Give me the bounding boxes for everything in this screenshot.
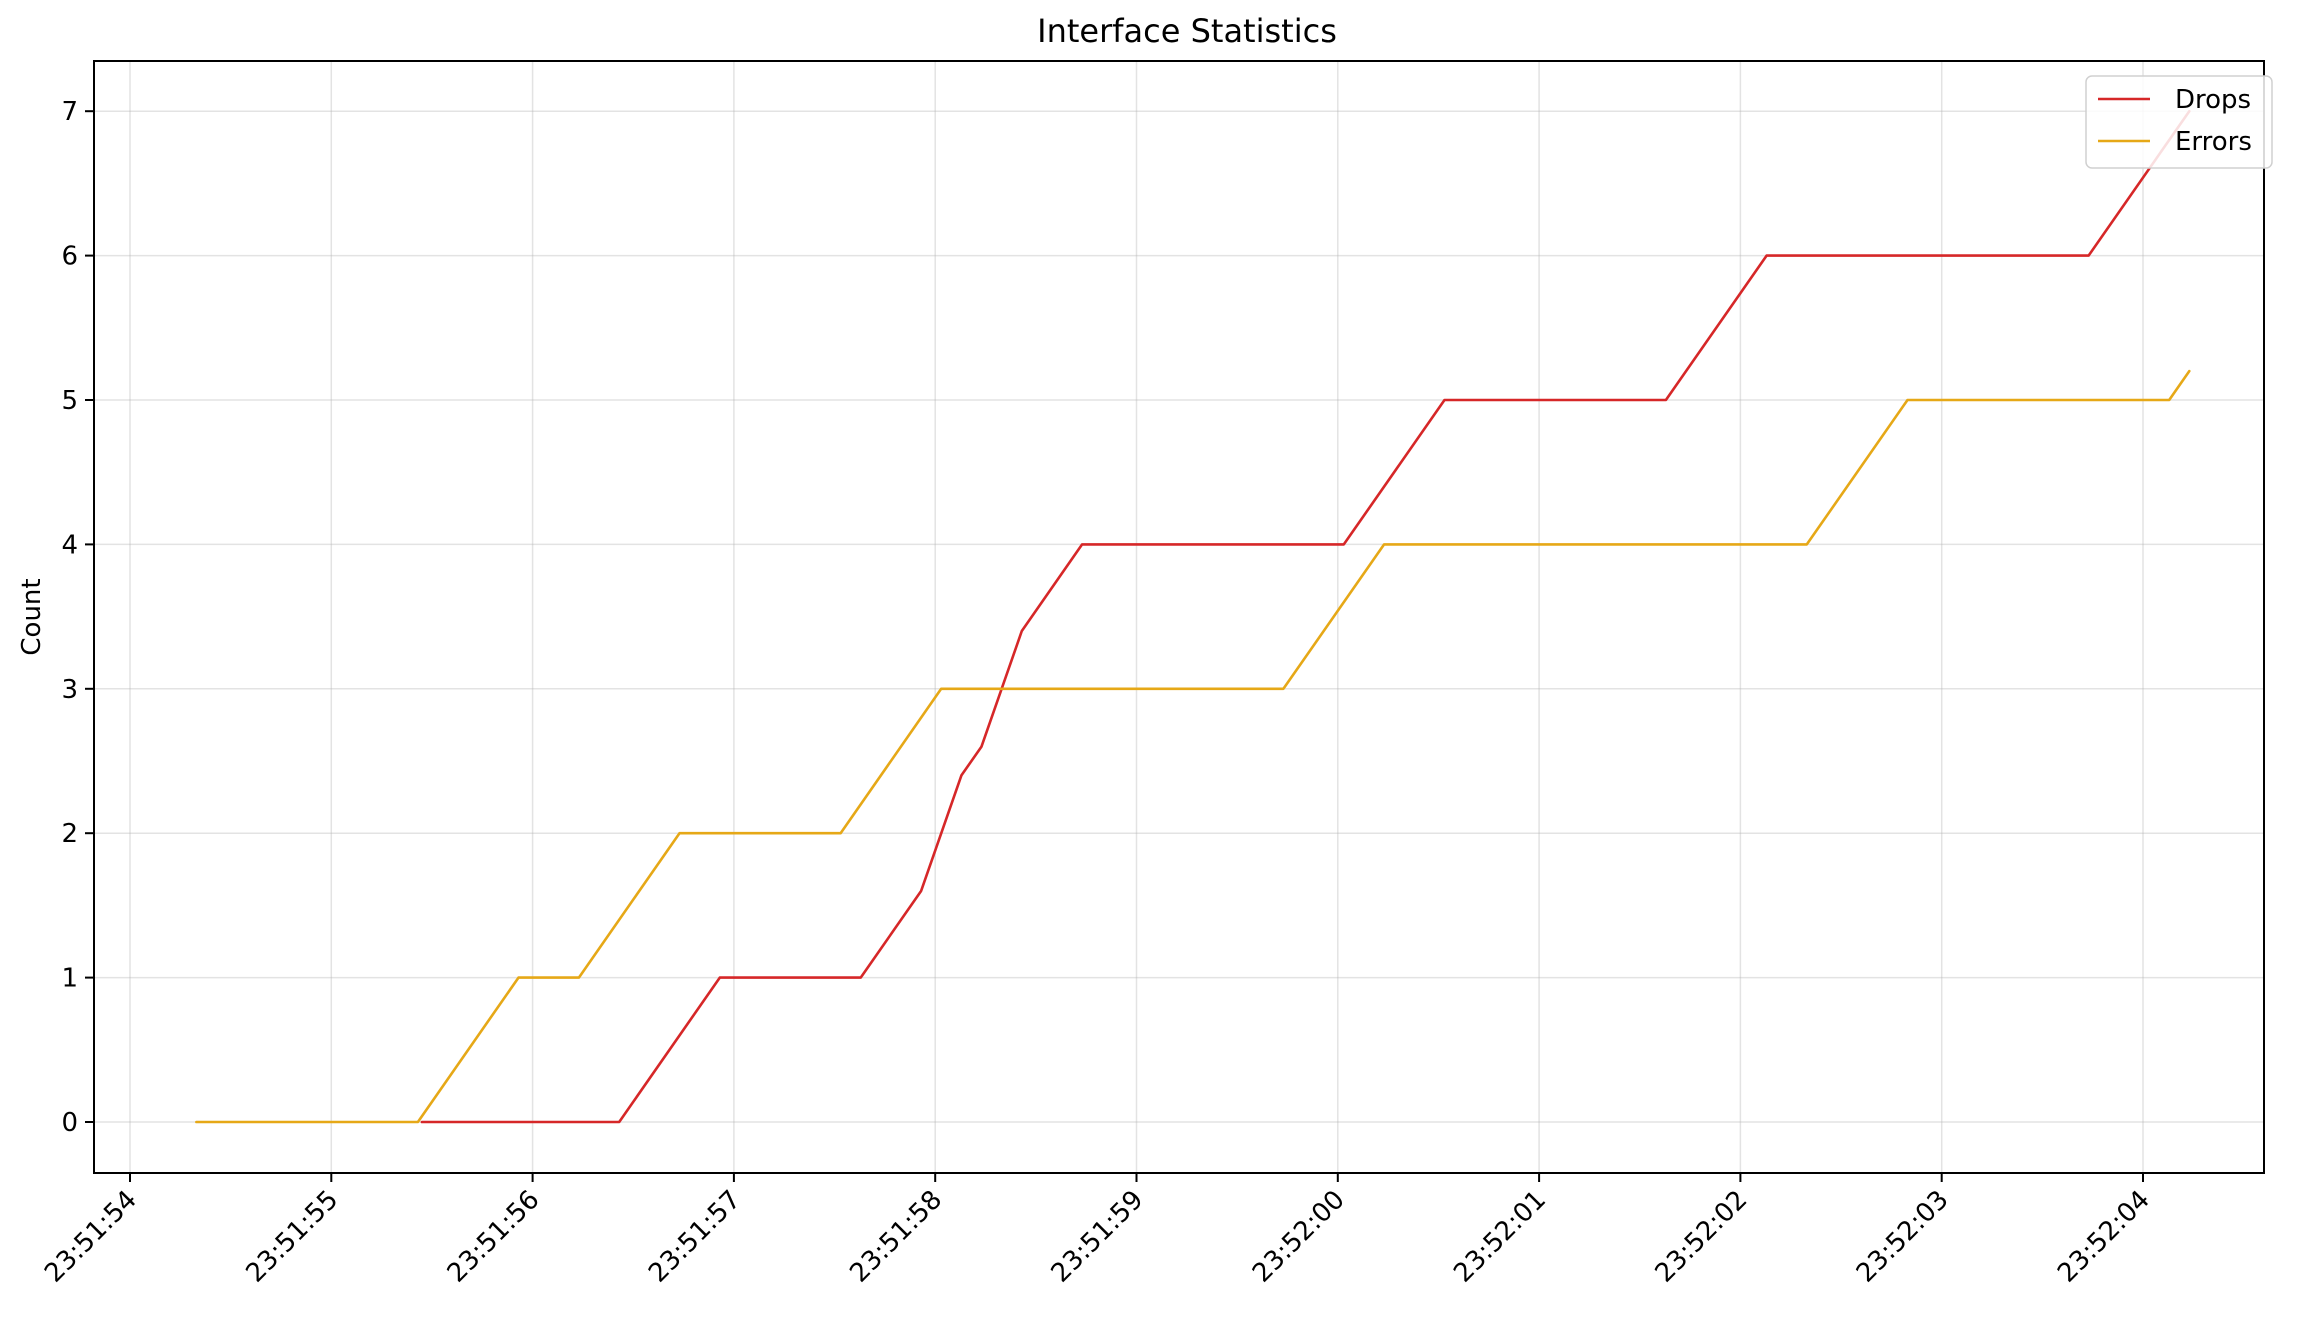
plot-area-frame	[93, 60, 2265, 1174]
y-tick-label: 7	[61, 97, 78, 127]
y-tick-label: 0	[61, 1108, 78, 1138]
legend-label-errors: Errors	[2175, 127, 2252, 157]
chart-title: Interface Statistics	[1037, 12, 1337, 50]
legend: Drops Errors	[2085, 75, 2273, 169]
y-axis: 0 1 2 3 4 5 6 7	[61, 97, 94, 1138]
series-line-errors	[195, 369, 2191, 1124]
y-tick-label: 3	[61, 675, 78, 705]
y-axis-label: Count	[17, 578, 47, 655]
series-line-drops	[420, 109, 2191, 1124]
legend-label-drops: Drops	[2175, 85, 2251, 115]
series-lines	[195, 109, 2191, 1124]
y-tick-label: 2	[61, 819, 78, 849]
y-tick-label: 4	[61, 530, 78, 560]
y-tick-label: 5	[61, 386, 78, 416]
y-tick-label: 1	[61, 964, 78, 994]
y-tick-label: 6	[61, 242, 78, 272]
